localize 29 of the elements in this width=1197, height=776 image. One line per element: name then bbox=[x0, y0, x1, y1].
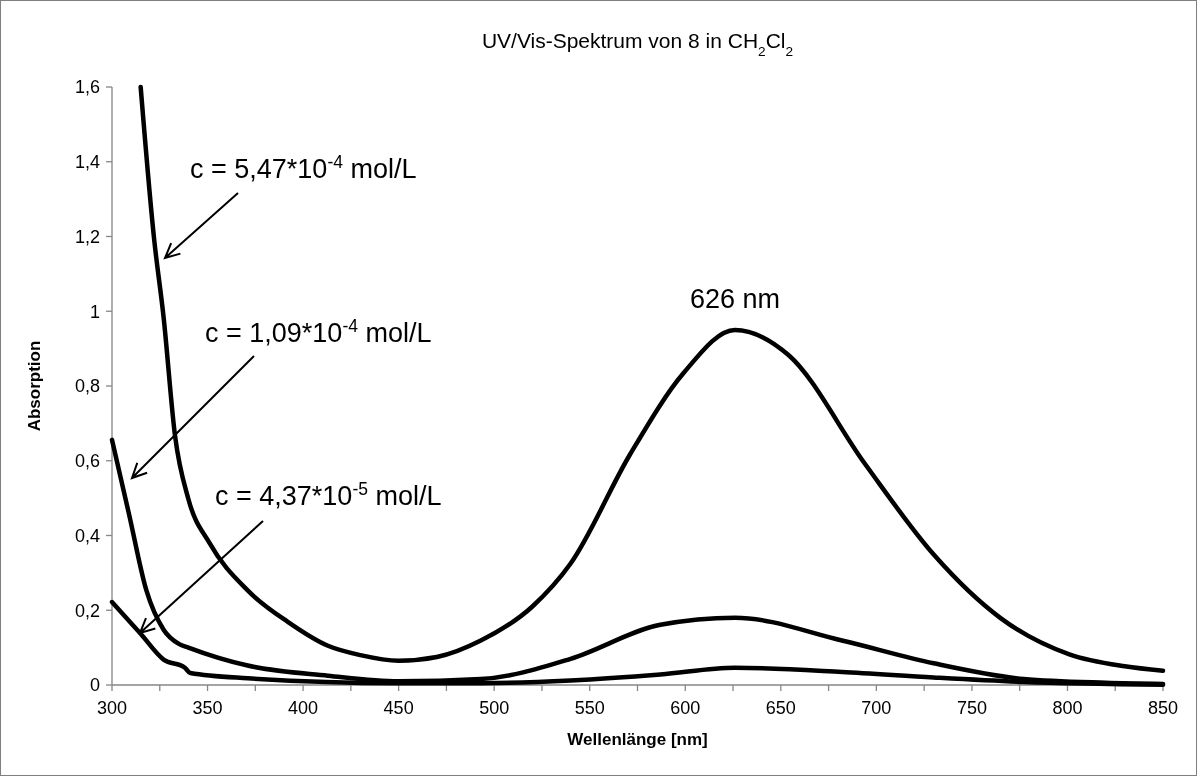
y-tick-label: 0,8 bbox=[74, 376, 100, 397]
y-tick-label: 0 bbox=[89, 675, 100, 696]
y-tick-label: 1,2 bbox=[74, 226, 100, 247]
x-tick-label: 600 bbox=[670, 698, 701, 718]
y-tick-label: 1,6 bbox=[74, 77, 100, 98]
y-tick-label: 0,2 bbox=[74, 600, 100, 621]
x-tick-label: 450 bbox=[383, 698, 414, 718]
x-tick-label: 500 bbox=[479, 698, 510, 718]
y-tick-label: 1 bbox=[89, 301, 100, 322]
y-axis-title: Absorption bbox=[25, 340, 44, 432]
annotation: 626 nm bbox=[689, 283, 780, 314]
y-tick-label: 1,4 bbox=[74, 152, 100, 173]
line-series bbox=[138, 84, 1166, 674]
x-tick-label: 300 bbox=[96, 698, 128, 718]
text: c = 4,37*10$^{-5}$ mol/L bbox=[215, 479, 442, 511]
y-tick-label: 0,4 bbox=[74, 525, 100, 546]
x-tick-label: 650 bbox=[765, 698, 796, 718]
x-axis-title: Wellenlänge [nm] bbox=[567, 730, 708, 749]
text: c = 1,09*10$^{-4}$ mol/L bbox=[205, 316, 432, 348]
x-tick-label: 850 bbox=[1147, 698, 1179, 718]
x-tick-label: 350 bbox=[192, 698, 223, 718]
x-tick-label: 550 bbox=[574, 698, 605, 718]
chart-title: UV/Vis-Spektrum von 8 in CH$_{2}$Cl$_{2}$ bbox=[481, 29, 794, 59]
x-tick-label: 700 bbox=[861, 698, 892, 718]
series-label: c = 5,47*10$^{-4}$ mol/L bbox=[190, 152, 417, 184]
x-tick-label: 750 bbox=[956, 698, 987, 718]
x-tick-label: 400 bbox=[288, 698, 319, 718]
x-tick-label: 800 bbox=[1052, 698, 1083, 718]
y-tick-label: 0,6 bbox=[74, 451, 100, 472]
